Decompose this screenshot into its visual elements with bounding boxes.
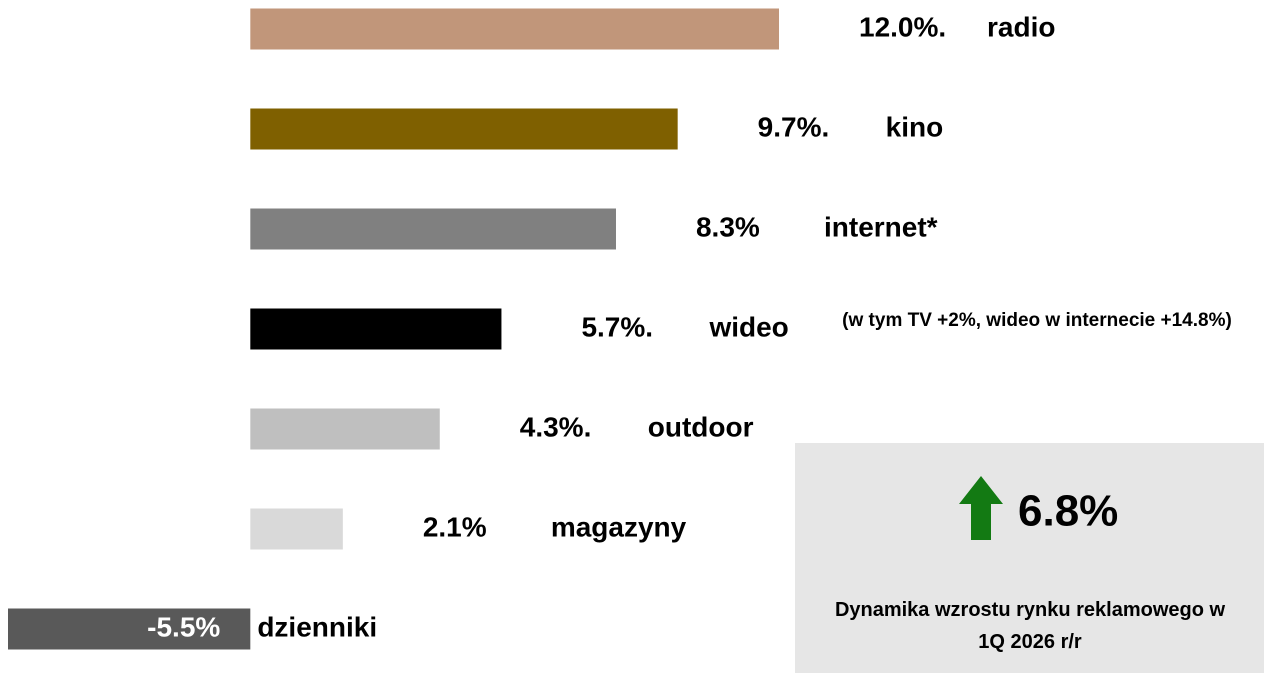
bar (8, 608, 251, 650)
category-label: outdoor (648, 411, 754, 442)
category-label: kino (886, 111, 944, 142)
highlight-caption: Dynamika wzrostu rynku reklamowego w 1Q … (834, 599, 1226, 653)
value-label: -5.5% (147, 611, 220, 642)
category-label: radio (987, 11, 1055, 42)
value-label: 8.3% (696, 211, 760, 242)
value-label: 5.7%. (581, 311, 653, 342)
category-label: dzienniki (257, 611, 377, 642)
value-label: 9.7%. (758, 111, 830, 142)
value-label: 2.1% (423, 511, 487, 542)
up-arrow (959, 476, 1003, 540)
bar (250, 508, 343, 550)
annotation: (w tym TV +2%, wideo w internecie +14.8%… (842, 310, 1232, 331)
category-label: internet* (824, 211, 938, 242)
bar (250, 108, 678, 150)
bar (250, 208, 616, 250)
bar (250, 408, 440, 450)
bar (250, 308, 502, 350)
bar (250, 8, 780, 50)
category-label: magazyny (551, 511, 687, 542)
category-label: wideo (708, 311, 788, 342)
value-label: 4.3%. (520, 411, 592, 442)
value-label: 12.0%. (859, 11, 946, 42)
highlight-value: 6.8% (1018, 487, 1118, 536)
highlight-box (795, 443, 1264, 673)
